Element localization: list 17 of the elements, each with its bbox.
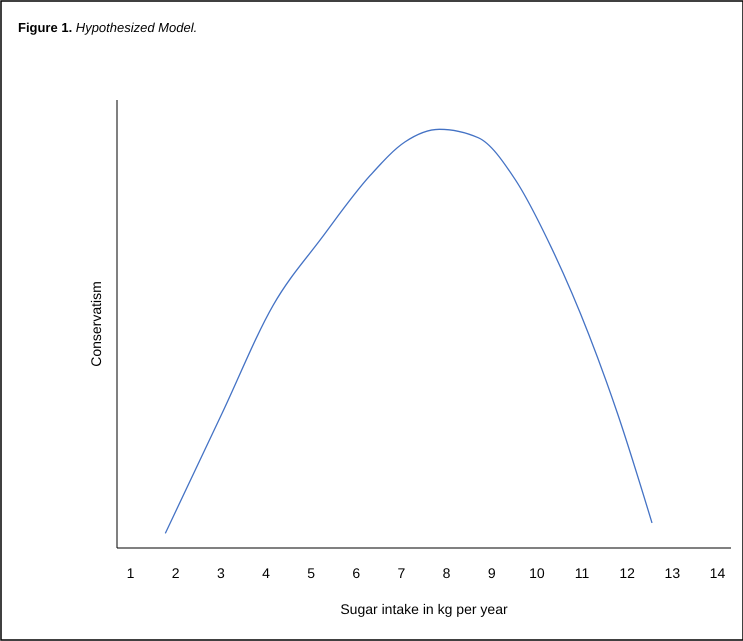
x-tick-label: 11: [574, 564, 590, 581]
x-tick-label: 12: [619, 564, 636, 581]
x-tick-label: 14: [710, 564, 726, 581]
x-axis-title: Sugar intake in kg per year: [340, 601, 508, 617]
x-tick-label: 5: [307, 564, 316, 581]
x-tick-label: 9: [488, 564, 496, 581]
x-tick-label: 6: [352, 564, 360, 581]
chart-title: Figure 1. Hypothesized Model.: [18, 20, 198, 35]
x-tick-label: 2: [172, 564, 180, 581]
x-tick-label: 4: [262, 564, 270, 581]
x-tick-label: 1: [126, 564, 135, 581]
x-tick-label: 13: [664, 564, 680, 581]
x-tick-label: 8: [442, 564, 451, 581]
y-axis-title: Conservatism: [88, 281, 104, 367]
x-tick-label: 7: [398, 564, 406, 581]
x-tick-label: 3: [216, 564, 225, 581]
x-tick-label: 10: [529, 564, 545, 581]
